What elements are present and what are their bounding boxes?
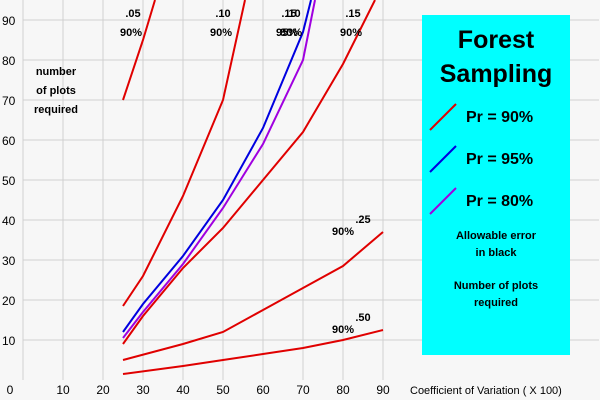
- curve-label: 80%: [280, 27, 302, 39]
- y-tick-label: 80: [2, 54, 16, 68]
- x-tick-label: 60: [256, 383, 270, 397]
- x-tick-label: 80: [336, 383, 350, 397]
- curve-label: 90%: [340, 27, 362, 39]
- x-tick-label: 30: [136, 383, 150, 397]
- series-line: [122, 0, 312, 333]
- series-line: [122, 0, 246, 307]
- curve-label: 95%: [276, 27, 298, 39]
- legend-swatch: [429, 103, 457, 131]
- y-tick-label: 30: [2, 254, 16, 268]
- y-tick-label: 10: [2, 334, 16, 348]
- legend-swatch: [429, 145, 457, 173]
- curve-label: 90%: [332, 324, 354, 336]
- x-tick-label: 40: [176, 383, 190, 397]
- y-tick-label: 20: [2, 294, 16, 308]
- legend-label: Pr = 80%: [466, 193, 533, 210]
- curve-label: .25: [355, 214, 370, 226]
- legend-label: Pr = 95%: [466, 151, 533, 168]
- series-line: [122, 0, 156, 101]
- x-tick-label: 0: [7, 383, 14, 397]
- curve-label: .15: [281, 8, 296, 20]
- curve-label: .10: [215, 8, 230, 20]
- curve-label: .10: [285, 8, 300, 20]
- y-axis-title: number: [36, 66, 77, 78]
- curve-label: .50: [355, 312, 370, 324]
- x-tick-label: 10: [56, 383, 70, 397]
- legend-swatch: [429, 187, 457, 215]
- x-tick-label: 70: [296, 383, 310, 397]
- x-tick-label: 50: [216, 383, 230, 397]
- x-tick-label: 20: [96, 383, 110, 397]
- legend-label: Pr = 90%: [466, 109, 533, 126]
- y-tick-label: 70: [2, 94, 16, 108]
- series-line: [122, 329, 384, 375]
- y-axis-title: required: [34, 104, 78, 116]
- y-tick-label: 50: [2, 174, 16, 188]
- x-axis-title: Coefficient of Variation ( X 100): [410, 385, 562, 397]
- y-tick-label: 60: [2, 134, 16, 148]
- series-line: [122, 0, 376, 345]
- curve-label: .05: [125, 8, 140, 20]
- y-tick-label: 40: [2, 214, 16, 228]
- curve-label: .15: [345, 8, 360, 20]
- legend-note: Number of plots required: [454, 280, 538, 309]
- series-line: [122, 0, 316, 339]
- chart-title: Forest Sampling: [440, 26, 553, 88]
- curve-label: 90%: [332, 226, 354, 238]
- y-axis-title: of plots: [36, 85, 76, 97]
- legend-box: [422, 15, 570, 355]
- legend-note: Allowable error in black: [456, 230, 537, 259]
- x-tick-label: 90: [376, 383, 390, 397]
- curve-label: 90%: [210, 27, 232, 39]
- curve-label: 90%: [120, 27, 142, 39]
- series-line: [122, 231, 384, 361]
- y-tick-label: 90: [2, 14, 16, 28]
